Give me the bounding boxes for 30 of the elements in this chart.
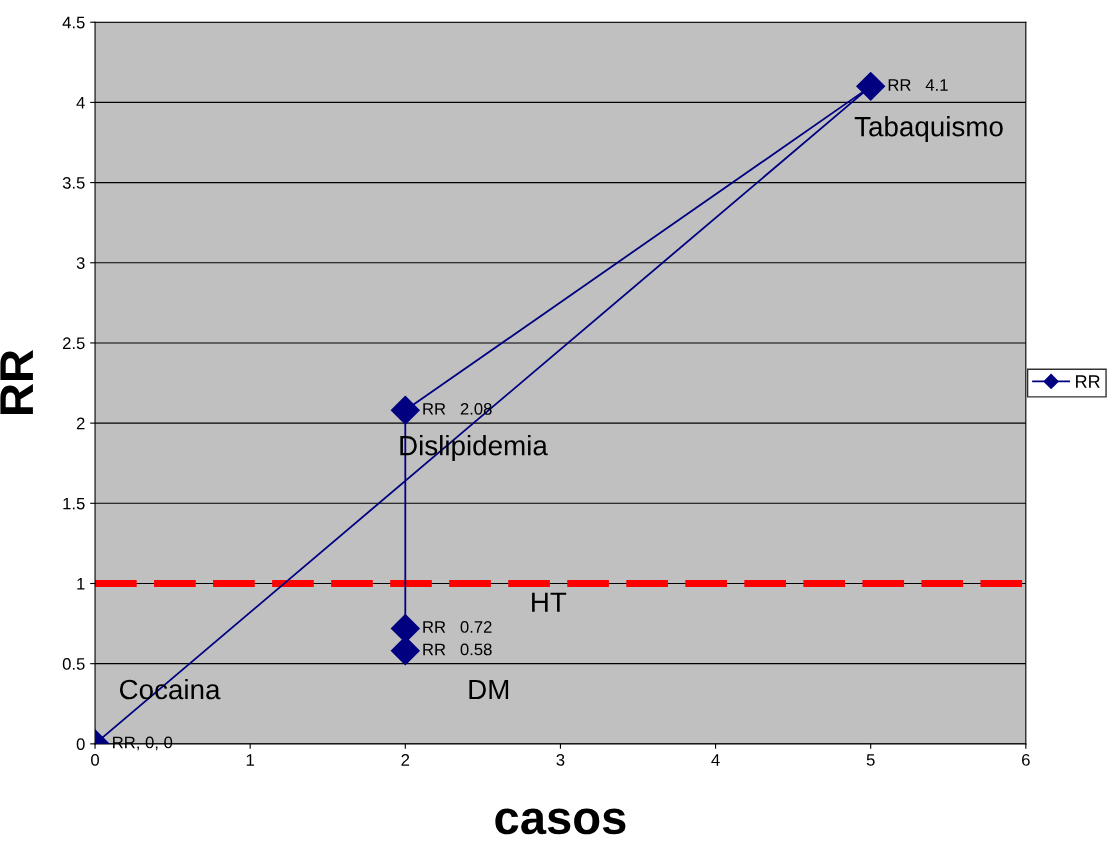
x-tick-label: 3: [556, 754, 565, 766]
annotation: HT: [532, 592, 567, 612]
y-tick-label: 0.5: [62, 658, 85, 670]
legend-label: RR: [1076, 375, 1100, 388]
data-label: RR 0.58: [423, 643, 492, 656]
x-tick-label: 4: [711, 754, 720, 766]
x-tick-label: 1: [246, 754, 254, 766]
y-tick-label: 1.5: [63, 497, 85, 510]
y-tick-label: 2.5: [62, 337, 85, 350]
y-tick-label: 0: [76, 738, 85, 751]
y-tick-label: 2: [76, 417, 85, 430]
x-tick-label: 5: [866, 754, 875, 766]
y-axis-title: RR: [0, 349, 33, 414]
x-tick-label: 6: [1022, 754, 1030, 766]
y-tick-label: 4: [76, 96, 85, 109]
y-tick-label: 3.5: [62, 176, 85, 189]
data-label: RR 4.1: [888, 79, 948, 91]
y-tick-label: 1: [77, 578, 85, 590]
point: [390, 636, 420, 666]
point: [856, 71, 886, 101]
y-tick-label: 3: [76, 257, 85, 269]
data-label: RR 2.08: [423, 402, 492, 415]
x-axis-title: casos: [495, 808, 626, 835]
y-tick-label: 4.5: [62, 16, 85, 29]
x-tick-label: 0: [91, 754, 100, 766]
point: [390, 395, 420, 425]
annotation: Tabaquismo: [854, 116, 1003, 142]
x-tick-label: 2: [401, 754, 410, 766]
data-label: RR 0.72: [423, 621, 492, 633]
annotation: DM: [469, 679, 509, 700]
